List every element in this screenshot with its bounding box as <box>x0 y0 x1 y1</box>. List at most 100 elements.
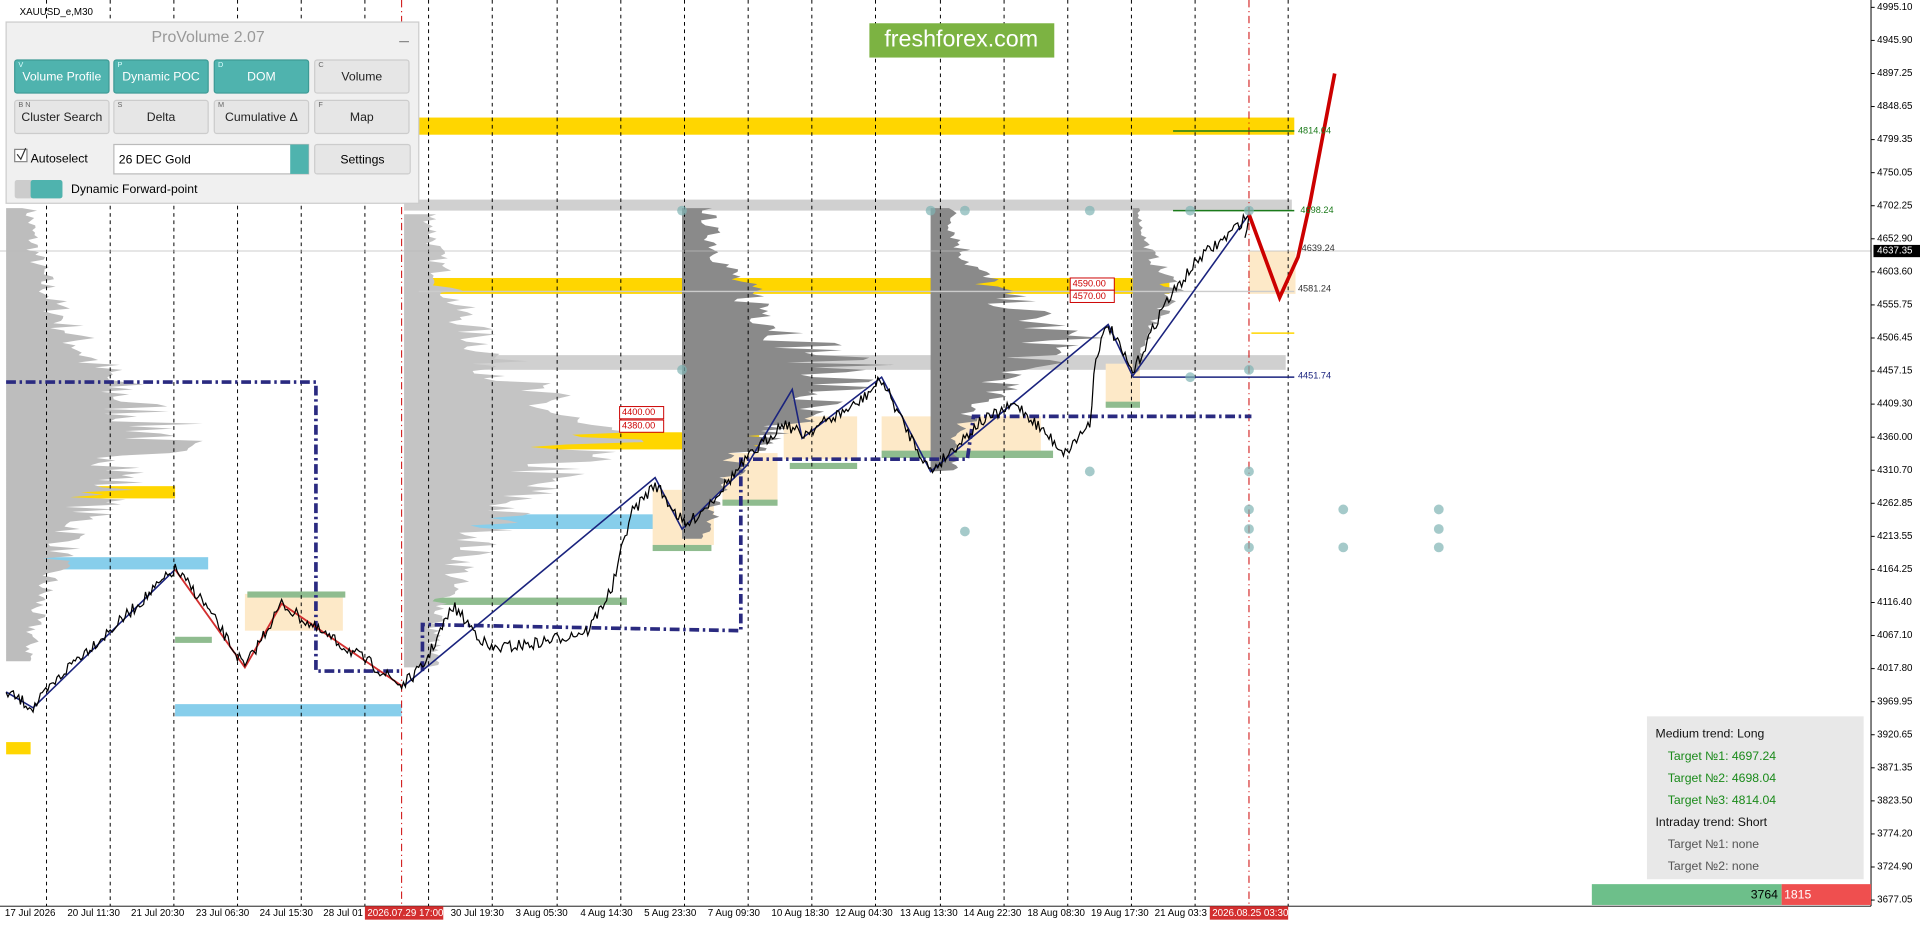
price-label: 3724.90 <box>1877 862 1913 873</box>
price-label: 3920.65 <box>1877 729 1913 740</box>
instrument-select[interactable] <box>113 143 310 175</box>
price-label: 4702.25 <box>1877 200 1913 211</box>
tool-button[interactable] <box>14 59 110 94</box>
price-label: 4164.25 <box>1877 564 1913 575</box>
level-band <box>175 636 212 643</box>
pivot-dot <box>1084 205 1095 216</box>
tool-button[interactable] <box>14 99 110 135</box>
price-label: 4017.80 <box>1877 663 1913 674</box>
button-label: Dynamic POC <box>122 69 200 83</box>
price-label: 4409.30 <box>1877 399 1913 410</box>
instrument-value: 26 DEC Gold <box>119 153 191 167</box>
level-label: 4639.24 <box>1302 243 1335 253</box>
pivot-dot <box>1338 504 1349 515</box>
panel-title: ProVolume 2.07 <box>152 29 265 46</box>
trend-value: none <box>1732 859 1759 873</box>
tool-button[interactable] <box>213 59 310 94</box>
button-label: Cluster Search <box>21 110 102 124</box>
pivot-dot <box>1185 372 1196 383</box>
trend-line: Target №3: 4814.04 <box>1668 793 1777 807</box>
pivot-dot <box>960 205 970 216</box>
chart-area: 4814.04 4698.24 4639.24 4581.24 4451.74 4590.… <box>0 0 1872 907</box>
time-label: 2026.08.25 03:30 <box>1212 908 1289 919</box>
tool-button[interactable] <box>314 59 410 94</box>
select-arrow[interactable] <box>290 144 309 174</box>
pivot-dot <box>1084 466 1095 477</box>
tool-button[interactable] <box>213 99 310 135</box>
settings-button[interactable] <box>314 143 411 175</box>
current-price: 4637.35 <box>1877 246 1913 257</box>
button-label: DOM <box>247 69 276 83</box>
button-key: V <box>18 60 23 69</box>
symbol-label: XAUUSD_e,M30 <box>20 7 94 18</box>
price-label: 3871.35 <box>1877 762 1913 773</box>
watermark: freshforex.com <box>869 23 1055 58</box>
trend-label: Target №2: <box>1668 859 1729 873</box>
tool-button[interactable] <box>113 59 209 94</box>
price-label: 4116.40 <box>1877 597 1912 608</box>
level-label: 4400.00 <box>622 407 655 417</box>
pivot-dot <box>677 364 687 375</box>
pivot-dot <box>960 526 970 537</box>
buy-volume: 3764 <box>1751 887 1778 901</box>
time-label: 7 Aug 09:30 <box>708 908 761 919</box>
level-label: 4380.00 <box>622 421 655 431</box>
pivot-dot <box>1244 524 1254 534</box>
price-label: 4067.10 <box>1877 630 1913 641</box>
sell-volume: 1815 <box>1784 887 1811 901</box>
time-label: 20 Jul 11:30 <box>67 908 120 919</box>
level-band <box>404 355 1286 370</box>
volume-profile <box>6 208 203 662</box>
poc-line <box>420 414 1252 672</box>
price-label: 3969.95 <box>1877 696 1913 707</box>
price-label: 4310.70 <box>1877 465 1913 476</box>
trend-value: Long <box>1737 727 1764 741</box>
pivot-dot <box>925 205 936 216</box>
pivot-dot <box>1244 205 1254 216</box>
price-label: 4995.10 <box>1877 2 1913 13</box>
trend-line: Intraday trend: Short <box>1656 815 1768 829</box>
level-band <box>30 557 209 570</box>
pivot-dot <box>1244 466 1254 477</box>
time-marker-box <box>1209 906 1289 920</box>
price-label: 4457.15 <box>1877 366 1913 377</box>
price-label: 4945.90 <box>1877 35 1913 46</box>
level-band <box>789 462 858 470</box>
volume-profile <box>404 214 644 668</box>
time-label: 3 Aug 05:30 <box>516 908 569 919</box>
trend-label: Medium trend: <box>1656 727 1734 741</box>
tool-button[interactable] <box>314 99 410 135</box>
price-label: 3677.05 <box>1877 895 1913 906</box>
settings-label: Settings <box>340 153 384 167</box>
price-label: 4799.35 <box>1877 134 1913 145</box>
time-label: 21 Aug 03:3 <box>1155 908 1208 919</box>
trend-label: Target №1: <box>1668 749 1729 763</box>
zigzag <box>403 213 1250 687</box>
sell-bar <box>1781 884 1872 905</box>
time-label: 21 Jul 20:30 <box>131 908 185 919</box>
toggle-knob <box>30 180 63 199</box>
time-label: 30 Jul 19:30 <box>451 908 505 919</box>
level-band <box>652 544 712 552</box>
time-label: 13 Aug 13:30 <box>900 908 958 919</box>
pivot-dot <box>1185 205 1196 216</box>
provolume-panel: ProVolume 2.07 Autoselect 26 DEC Gold Se… <box>5 21 420 204</box>
level-band <box>175 704 402 717</box>
trend-line: Target №2: 4698.04 <box>1668 771 1777 785</box>
time-label: 28 Jul 01 <box>323 908 363 919</box>
autoselect-label[interactable]: Autoselect <box>31 151 89 165</box>
price-label: 4213.55 <box>1877 531 1913 542</box>
price-label: 3823.50 <box>1877 795 1913 806</box>
current-price-box <box>1873 244 1920 258</box>
forward-point-label: Dynamic Forward-point <box>71 182 198 196</box>
button-key: D <box>218 60 223 69</box>
button-key: M <box>218 100 224 109</box>
tool-button[interactable] <box>113 99 209 135</box>
price-label: 4848.65 <box>1877 101 1913 112</box>
price-label: 4555.75 <box>1877 300 1913 311</box>
price-label: 4750.05 <box>1877 167 1913 178</box>
zigzag-down <box>174 568 403 687</box>
trend-label: Target №1: <box>1668 837 1729 851</box>
time-label: 10 Aug 18:30 <box>771 908 829 919</box>
